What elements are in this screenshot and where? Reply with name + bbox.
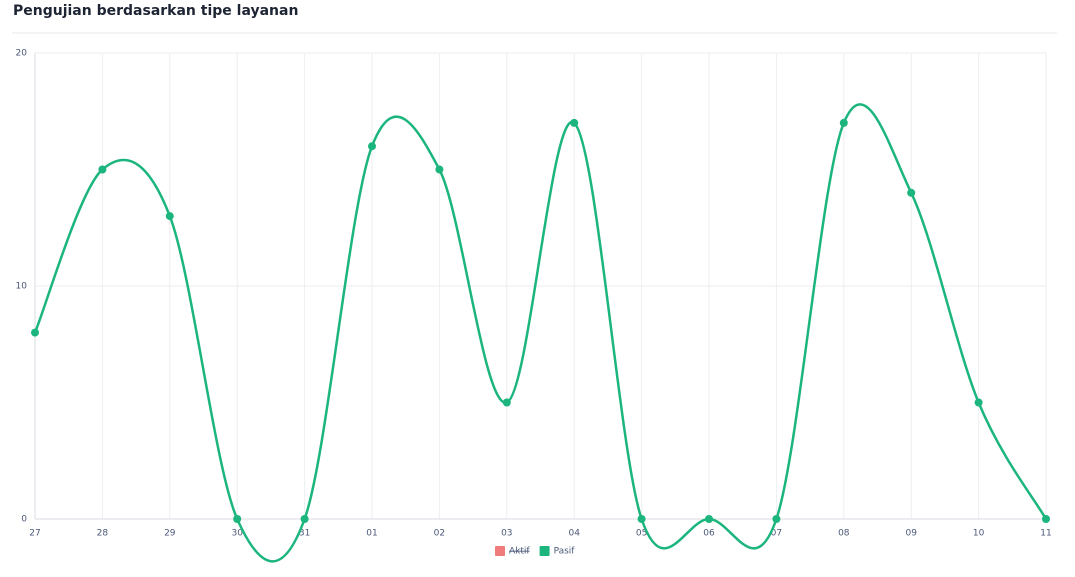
x-tick-label: 10	[973, 529, 985, 539]
legend-label: Aktif	[509, 547, 530, 557]
point	[907, 188, 916, 197]
y-tick-label: 20	[16, 49, 28, 59]
point	[31, 328, 39, 337]
x-tick-label: 09	[905, 529, 917, 539]
point	[368, 142, 376, 151]
x-tick-label: 07	[771, 529, 782, 539]
chart-title: Pengujian berdasarkan tipe layanan	[13, 3, 298, 19]
x-tick-label: 02	[434, 529, 445, 539]
point	[300, 515, 309, 523]
x-tick-label: 04	[568, 529, 580, 539]
legend-swatch	[539, 546, 550, 556]
point	[98, 165, 107, 174]
point	[772, 515, 781, 523]
point	[165, 212, 174, 221]
x-tick-label: 31	[299, 529, 310, 539]
x-tick-label: 30	[231, 529, 243, 539]
x-tick-label: 29	[164, 529, 176, 539]
point	[233, 515, 242, 523]
x-tick-label: 28	[97, 529, 109, 539]
point	[705, 515, 713, 523]
legend-swatch	[495, 546, 505, 556]
point	[637, 515, 646, 523]
point	[435, 165, 444, 174]
point	[839, 118, 848, 127]
x-tick-label: 06	[703, 529, 715, 539]
point	[974, 398, 983, 407]
x-tick-label: 03	[501, 529, 512, 539]
x-tick-label: 11	[1040, 529, 1051, 539]
legend-label: Pasif	[554, 547, 576, 557]
series-line	[33, 103, 1048, 563]
y-tick-label: 0	[21, 515, 27, 525]
x-tick-label: 01	[366, 529, 377, 539]
y-tick-label: 10	[16, 282, 28, 292]
point	[570, 118, 579, 127]
x-tick-label: 27	[29, 529, 40, 539]
point	[1042, 515, 1050, 523]
x-tick-label: 05	[636, 529, 647, 539]
x-tick-label: 08	[838, 529, 850, 539]
point	[502, 398, 511, 407]
